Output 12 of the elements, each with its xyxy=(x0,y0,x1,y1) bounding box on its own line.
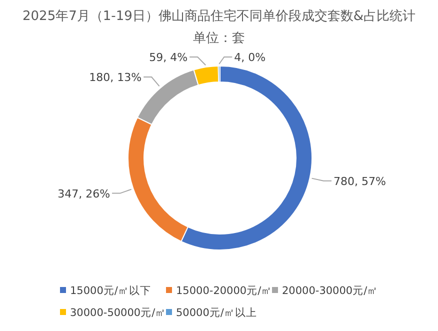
data-label: 347, 26% xyxy=(58,187,110,200)
legend-label: 15000-20000元/㎡ xyxy=(176,285,272,297)
data-label: 780, 57% xyxy=(333,174,386,188)
chart-subtitle: 单位：套 xyxy=(193,31,245,46)
chart-title: 2025年7月（1-19日）佛山商品住宅不同单价段成交套数&占比统计 xyxy=(22,8,416,24)
data-label: 59, 4% xyxy=(149,51,188,64)
data-label: 180, 13% xyxy=(89,71,142,84)
legend-label: 50000元/㎡以上 xyxy=(176,306,257,319)
legend-label: 15000元/㎡以下 xyxy=(70,284,151,297)
legend-label: 30000-50000元/㎡ xyxy=(70,307,166,319)
data-label: 4, 0% xyxy=(234,51,266,64)
legend-label: 20000-30000元/㎡ xyxy=(282,285,378,297)
